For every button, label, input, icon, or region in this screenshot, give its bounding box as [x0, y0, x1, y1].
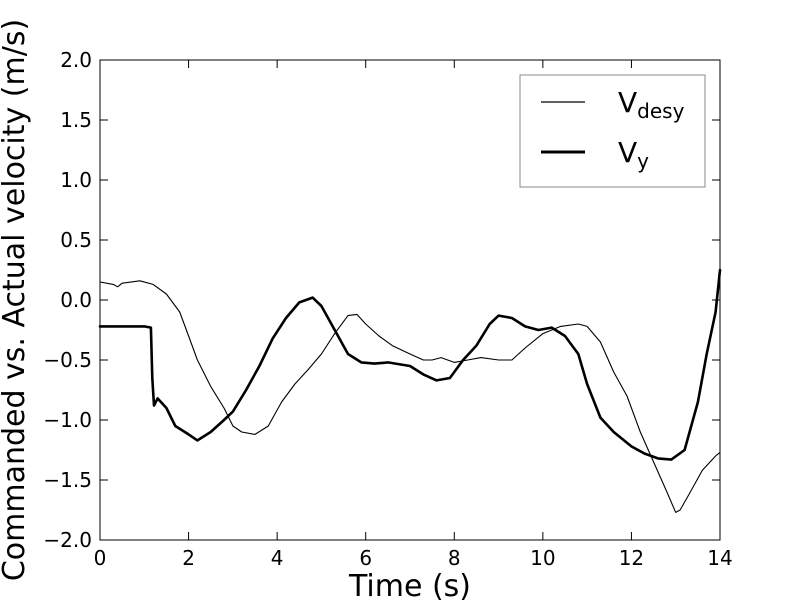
legend-label-vdesy-sub: desy — [637, 99, 684, 123]
x-axis-label: Time (s) — [348, 569, 471, 600]
legend: Vdesy Vy — [519, 74, 706, 188]
x-tick-labels: 0 2 4 6 8 10 12 14 — [94, 546, 733, 570]
y-tick-labels: −2.0 −1.5 −1.0 −0.5 0.0 0.5 1.0 1.5 2.0 — [43, 48, 92, 552]
x-tick-label: 10 — [530, 546, 555, 570]
x-tick-label: 12 — [619, 546, 644, 570]
x-tick-label: 14 — [707, 546, 732, 570]
series-line-vdesy — [99, 280, 721, 513]
x-tick-label: 4 — [271, 546, 284, 570]
x-tick-label: 2 — [182, 546, 195, 570]
legend-box — [519, 74, 706, 188]
legend-label-vy: Vy — [618, 136, 649, 173]
x-tick-label: 8 — [448, 546, 461, 570]
y-tick-label: −0.5 — [43, 348, 92, 372]
legend-label-vdesy-main: V — [618, 86, 637, 119]
legend-label-vy-main: V — [618, 136, 637, 169]
lines-layer — [98, 268, 722, 513]
plot-frame — [99, 59, 721, 541]
y-tick-label: 1.5 — [60, 108, 92, 132]
y-tick-label: −1.5 — [43, 468, 92, 492]
legend-label-vdesy: Vdesy — [618, 86, 685, 123]
y-tick-label: −1.0 — [43, 408, 92, 432]
y-tick-label: 0.5 — [60, 228, 92, 252]
x-tick-label: 6 — [359, 546, 372, 570]
y-tick-label: 1.0 — [60, 168, 92, 192]
y-tick-label: 2.0 — [60, 48, 92, 72]
y-axis-label: Commanded vs. Actual velocity (m/s) — [0, 19, 32, 581]
y-tick-label: 0.0 — [60, 288, 92, 312]
series-line-vy — [98, 268, 722, 461]
legend-label-vy-sub: y — [637, 149, 649, 173]
y-tick-label: −2.0 — [43, 528, 92, 552]
x-tick-label: 0 — [94, 546, 107, 570]
